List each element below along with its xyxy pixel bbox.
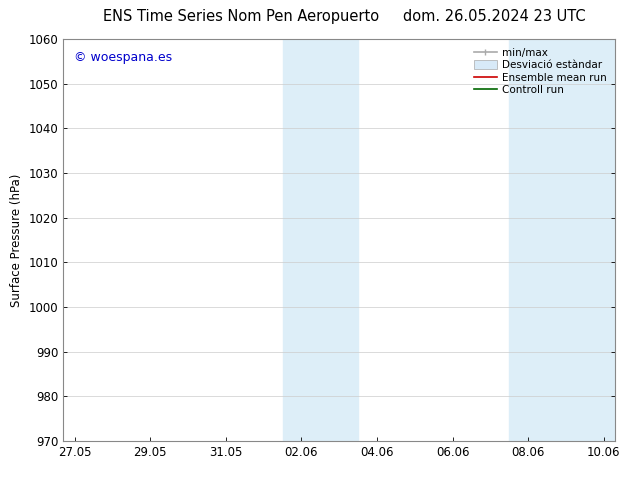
Text: dom. 26.05.2024 23 UTC: dom. 26.05.2024 23 UTC bbox=[403, 9, 586, 24]
Text: © woespana.es: © woespana.es bbox=[74, 51, 172, 64]
Text: ENS Time Series Nom Pen Aeropuerto: ENS Time Series Nom Pen Aeropuerto bbox=[103, 9, 379, 24]
Y-axis label: Surface Pressure (hPa): Surface Pressure (hPa) bbox=[10, 173, 23, 307]
Bar bbox=[509, 39, 615, 441]
Legend: min/max, Desviació estàndar, Ensemble mean run, Controll run: min/max, Desviació estàndar, Ensemble me… bbox=[470, 45, 610, 98]
Bar bbox=[283, 39, 358, 441]
